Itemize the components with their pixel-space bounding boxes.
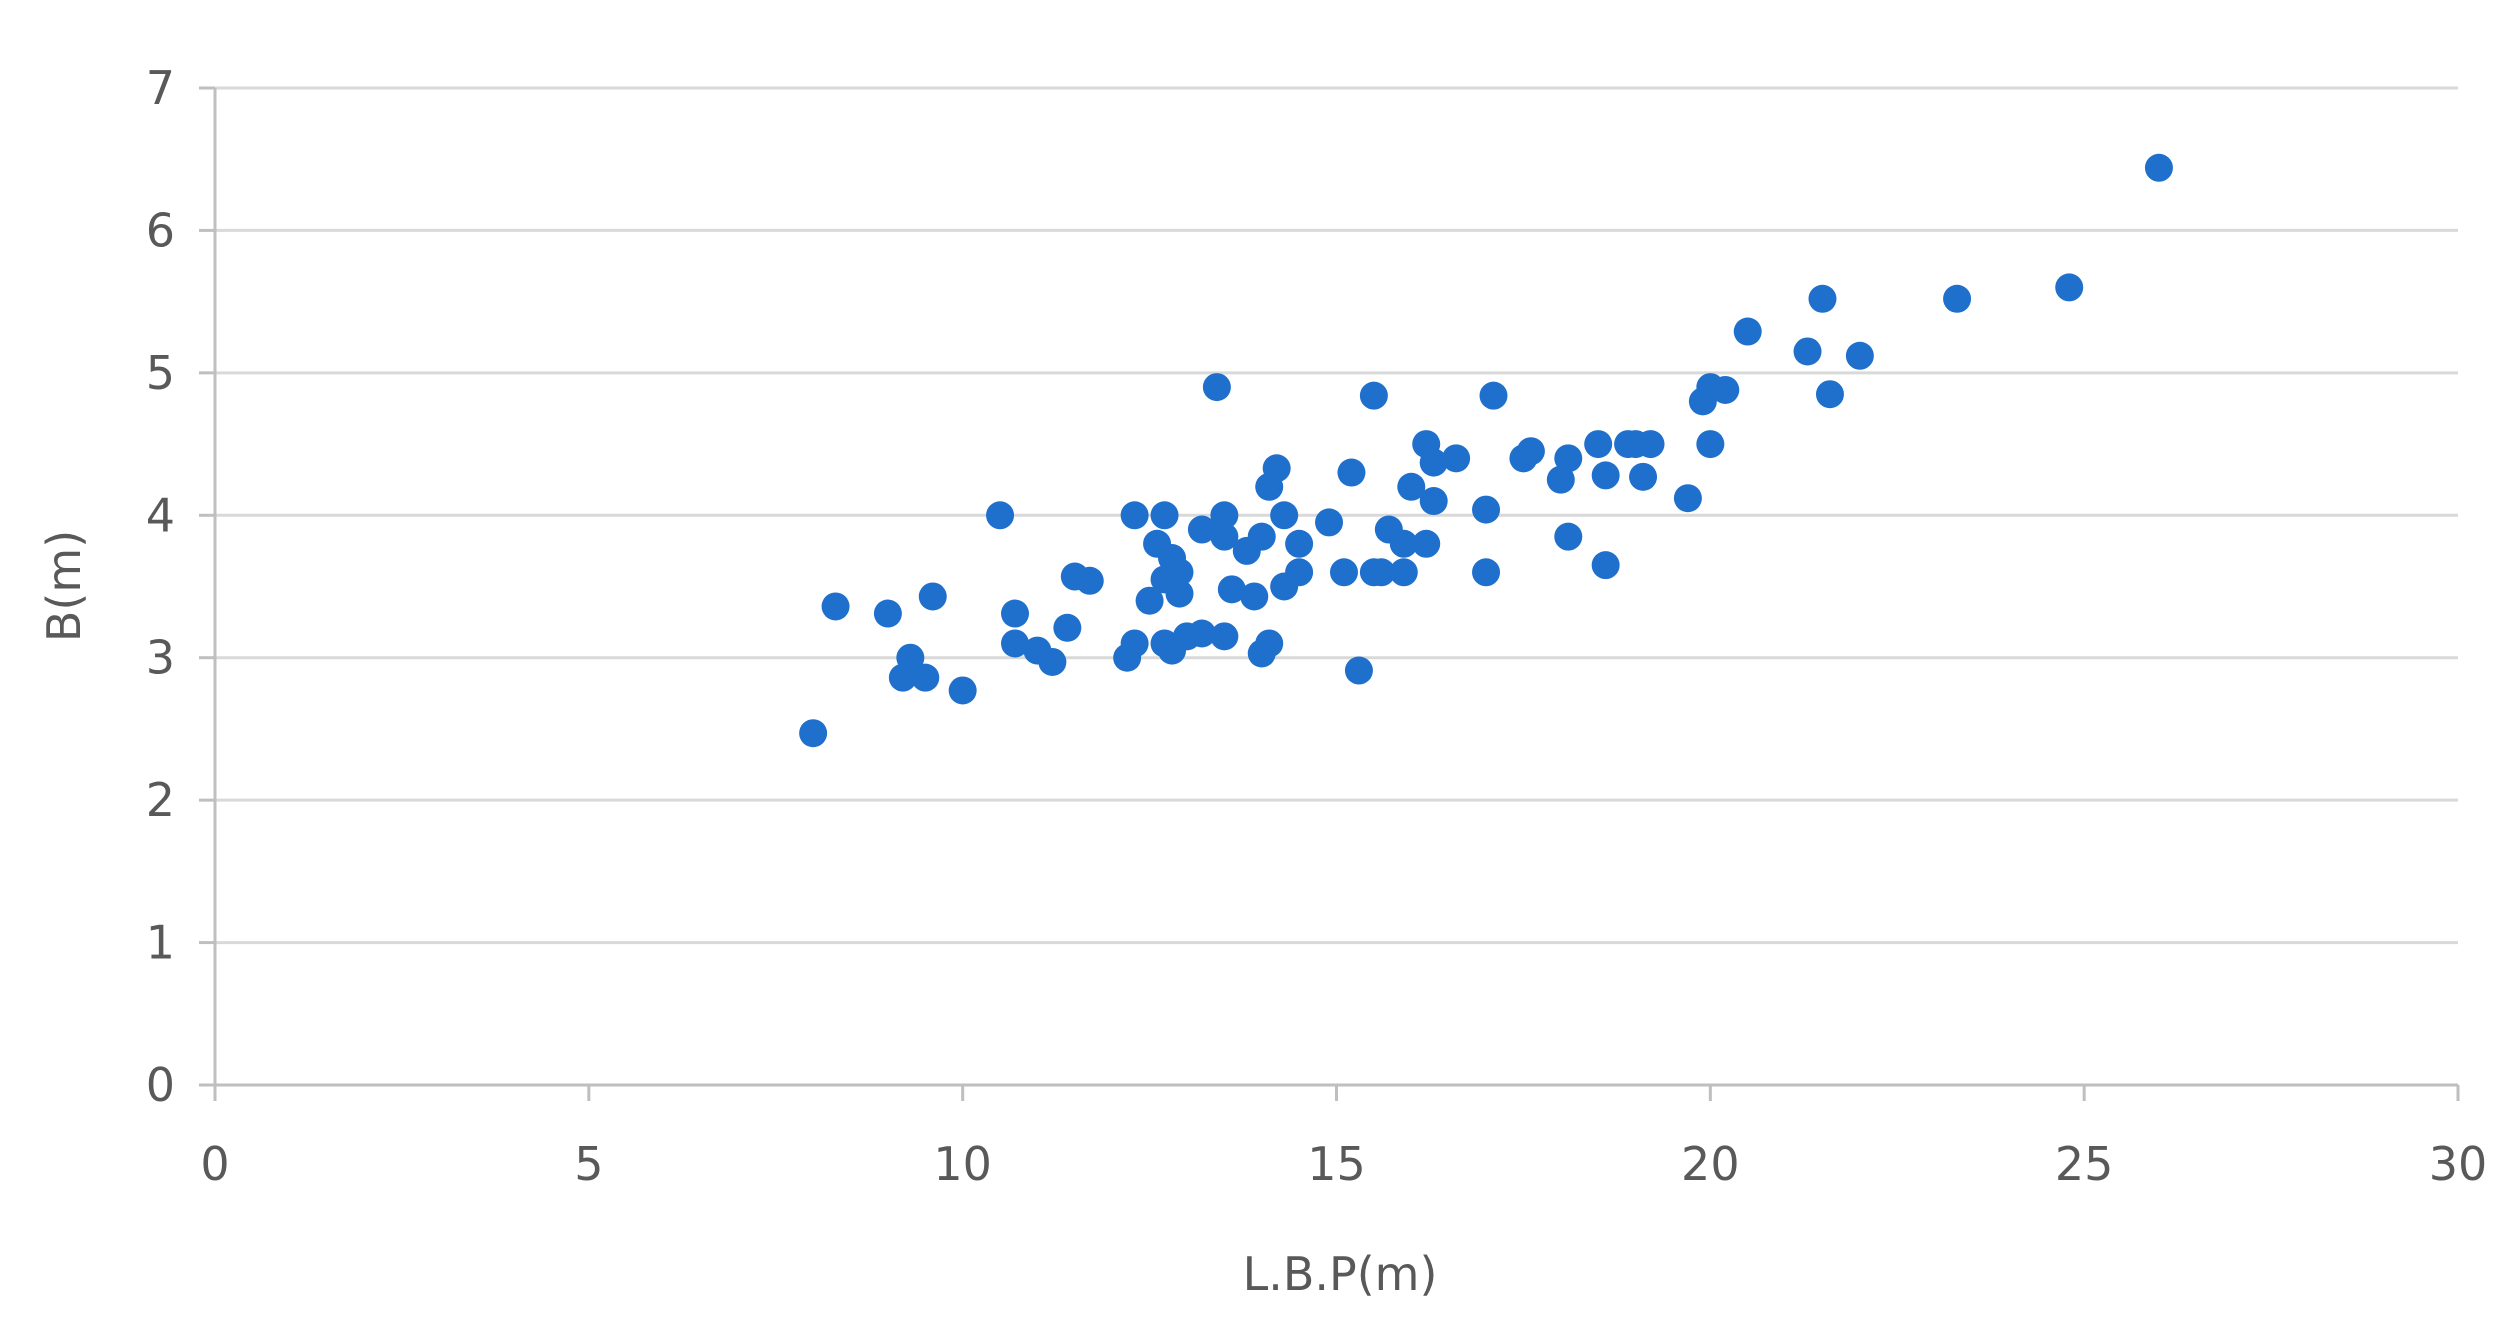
data-point [1120, 501, 1149, 530]
data-point [1187, 515, 1216, 544]
data-point [1202, 373, 1231, 402]
data-points [799, 153, 2173, 748]
y-axis-title: B(m) [37, 530, 91, 642]
data-point [1210, 622, 1239, 651]
data-point [1255, 629, 1284, 658]
data-point [1135, 586, 1164, 615]
data-point [1337, 458, 1366, 487]
data-point [1479, 381, 1508, 410]
data-point [948, 676, 977, 705]
x-tick-label-15: 15 [1307, 1137, 1366, 1191]
data-point [1629, 462, 1658, 491]
data-point [1419, 448, 1448, 477]
data-point [1412, 529, 1441, 558]
data-point [1815, 380, 1844, 409]
y-tick-label-7: 7 [146, 61, 175, 115]
x-axis-title: L.B.P(m) [1243, 1247, 1438, 1301]
data-point [1165, 558, 1194, 587]
data-point [799, 719, 828, 748]
data-point [1808, 284, 1837, 313]
x-tick-label-0: 0 [200, 1137, 229, 1191]
data-point [1285, 558, 1314, 587]
data-point [1696, 430, 1725, 459]
data-point [1120, 629, 1149, 658]
data-point [1053, 613, 1082, 642]
data-point [1397, 472, 1426, 501]
y-tick-label-3: 3 [146, 631, 175, 685]
data-point [2144, 153, 2173, 182]
data-point [918, 582, 947, 611]
data-point [896, 643, 925, 672]
data-point [1038, 647, 1067, 676]
data-point [1315, 508, 1344, 537]
data-point [1793, 337, 1822, 366]
data-point [911, 663, 940, 692]
data-point [2055, 273, 2084, 302]
data-point [1210, 522, 1239, 551]
y-tick-label-4: 4 [146, 488, 175, 542]
data-point [873, 599, 902, 628]
data-point [1270, 501, 1299, 530]
data-point [1472, 558, 1501, 587]
data-point [1546, 465, 1575, 494]
data-point [1001, 629, 1030, 658]
axes [199, 86, 2460, 1101]
y-tick-label-2: 2 [146, 773, 175, 827]
data-point [1240, 582, 1269, 611]
data-point [1943, 284, 1972, 313]
data-point [1285, 529, 1314, 558]
data-point [1711, 375, 1740, 404]
data-point [1075, 566, 1104, 595]
data-point [1733, 317, 1762, 346]
data-point [1262, 454, 1291, 483]
data-point [1359, 381, 1388, 410]
data-point [821, 592, 850, 621]
data-point [1329, 558, 1358, 587]
y-tick-label-5: 5 [146, 346, 175, 400]
gridlines [215, 86, 2458, 945]
data-point [1344, 656, 1373, 685]
x-tick-label-10: 10 [933, 1137, 992, 1191]
x-tick-label-20: 20 [1681, 1137, 1740, 1191]
data-point [1001, 599, 1030, 628]
data-point [1845, 341, 1874, 370]
data-point [1247, 522, 1276, 551]
data-point [1389, 558, 1418, 587]
y-tick-label-1: 1 [146, 916, 175, 970]
data-point [1554, 522, 1583, 551]
data-point [1472, 495, 1501, 524]
data-point [1150, 501, 1179, 530]
data-point [1591, 551, 1620, 580]
data-point [1210, 501, 1239, 530]
x-tick-label-25: 25 [2055, 1137, 2114, 1191]
data-point [1367, 558, 1396, 587]
data-point [1419, 487, 1448, 516]
data-point [1591, 461, 1620, 490]
data-point [1217, 575, 1246, 604]
data-point [1187, 619, 1216, 648]
data-point [1584, 430, 1613, 459]
data-point [1516, 437, 1545, 466]
data-point [1165, 579, 1194, 608]
data-point [986, 501, 1015, 530]
data-point [1673, 484, 1702, 513]
y-tick-label-6: 6 [146, 203, 175, 257]
data-point [1636, 430, 1665, 459]
tick-labels: 0 1 2 3 4 5 6 7 0 5 10 15 20 25 30 [146, 61, 2488, 1191]
y-tick-label-0: 0 [146, 1058, 175, 1112]
data-point [1554, 444, 1583, 473]
data-point [1389, 529, 1418, 558]
x-tick-label-30: 30 [2429, 1137, 2488, 1191]
x-tick-label-5: 5 [574, 1137, 603, 1191]
data-point [1442, 444, 1471, 473]
